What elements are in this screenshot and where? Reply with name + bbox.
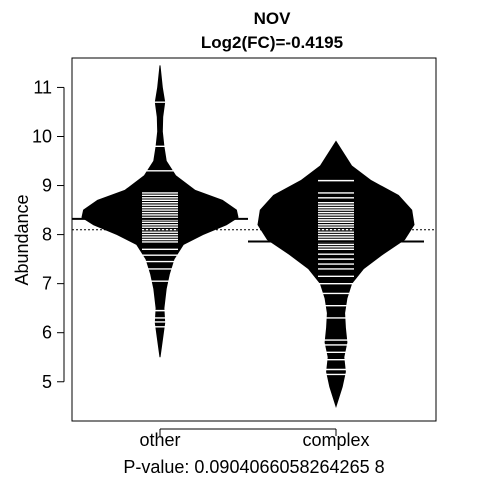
y-tick-label: 7: [42, 274, 52, 294]
bean-other: [72, 65, 248, 358]
bean-shape-complex: [257, 140, 415, 408]
x-axis-label: P-value: 0.0904066058264265 8: [123, 457, 384, 477]
chart-title: NOV: [254, 9, 292, 28]
bean-shape-other: [81, 65, 239, 358]
y-tick-label: 9: [42, 176, 52, 196]
bean-complex: [248, 140, 424, 408]
y-axis: 5 6 7 8 9 10 11: [32, 77, 65, 392]
beans-layer: [72, 65, 424, 408]
y-tick-label: 5: [42, 372, 52, 392]
y-tick-label: 6: [42, 323, 52, 343]
x-axis: other complex: [139, 428, 370, 450]
y-tick-label: 8: [42, 225, 52, 245]
y-axis-label: Abundance: [12, 194, 32, 285]
x-tick-label-other: other: [139, 430, 180, 450]
chart-subtitle: Log2(FC)=-0.4195: [201, 33, 343, 52]
y-tick-label: 11: [33, 77, 52, 97]
x-tick-label-complex: complex: [302, 430, 369, 450]
plot-frame: [71, 57, 437, 422]
y-tick-label: 10: [32, 126, 52, 146]
